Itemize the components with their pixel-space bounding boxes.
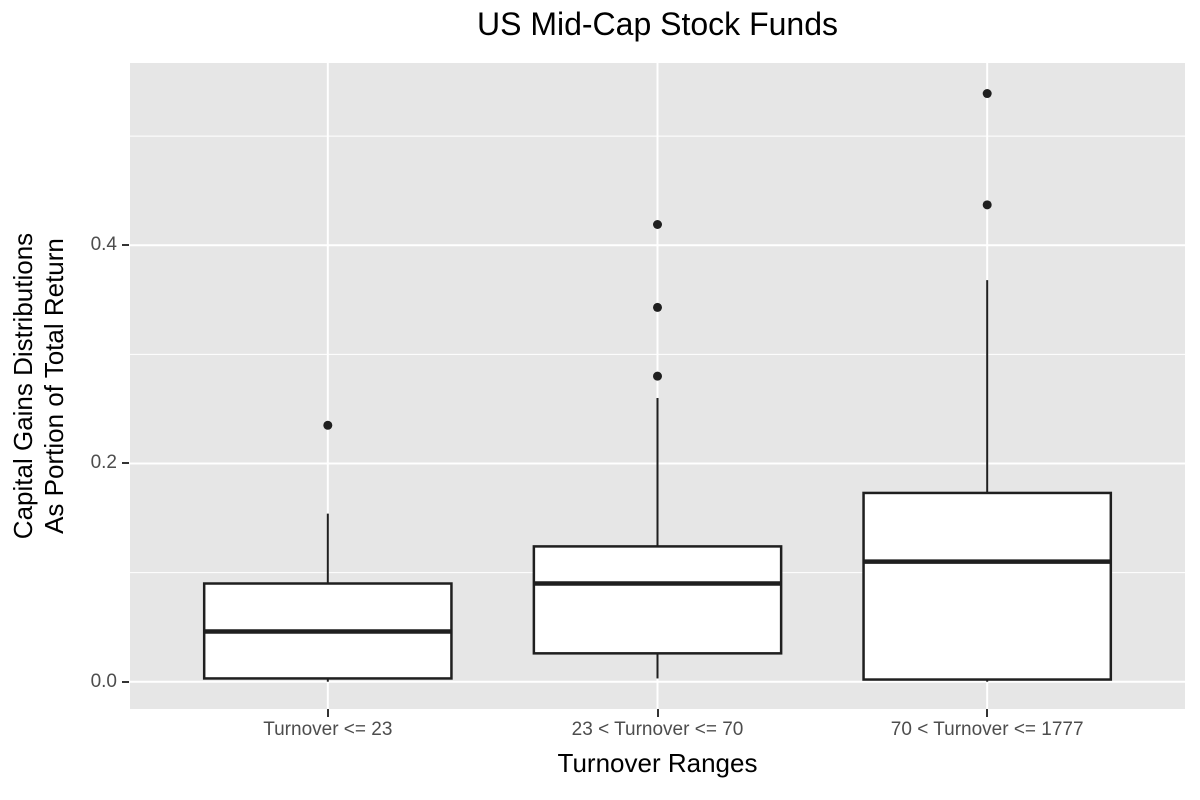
outlier-point bbox=[982, 89, 992, 99]
x-tick-label: Turnover <= 23 bbox=[263, 719, 393, 740]
outlier-point bbox=[653, 371, 662, 381]
x-tick-mark bbox=[326, 709, 329, 717]
y-tick-label: 0.0 bbox=[90, 670, 117, 692]
x-tick-mark bbox=[986, 709, 989, 717]
outlier-point bbox=[653, 220, 662, 229]
y-tick-mark bbox=[122, 244, 129, 247]
x-tick-label: 70 < Turnover <= 1777 bbox=[890, 719, 1084, 740]
y-tick-mark bbox=[122, 462, 129, 465]
chart-title: US Mid-Cap Stock Funds bbox=[476, 6, 838, 42]
boxplot-canvas bbox=[130, 63, 1185, 709]
y-tick-label: 0.4 bbox=[90, 234, 117, 256]
x-tick-label: 23 < Turnover <= 70 bbox=[571, 719, 744, 740]
y-axis-title-line-1: Capital Gains Distributions bbox=[8, 232, 38, 540]
y-tick-mark bbox=[122, 680, 129, 683]
box bbox=[532, 545, 783, 655]
outlier-point bbox=[982, 200, 992, 210]
x-tick-mark bbox=[656, 709, 659, 717]
outlier-point bbox=[653, 302, 662, 312]
x-axis-title: Turnover Ranges bbox=[557, 748, 758, 778]
y-axis-title-line-2: As Portion of Total Return bbox=[39, 238, 69, 534]
box bbox=[862, 491, 1113, 681]
y-axis-title: Capital Gains Distributions As Portion o… bbox=[8, 36, 72, 736]
plot-panel bbox=[130, 63, 1185, 709]
y-tick-label: 0.2 bbox=[90, 452, 117, 474]
outlier-point bbox=[323, 420, 333, 430]
